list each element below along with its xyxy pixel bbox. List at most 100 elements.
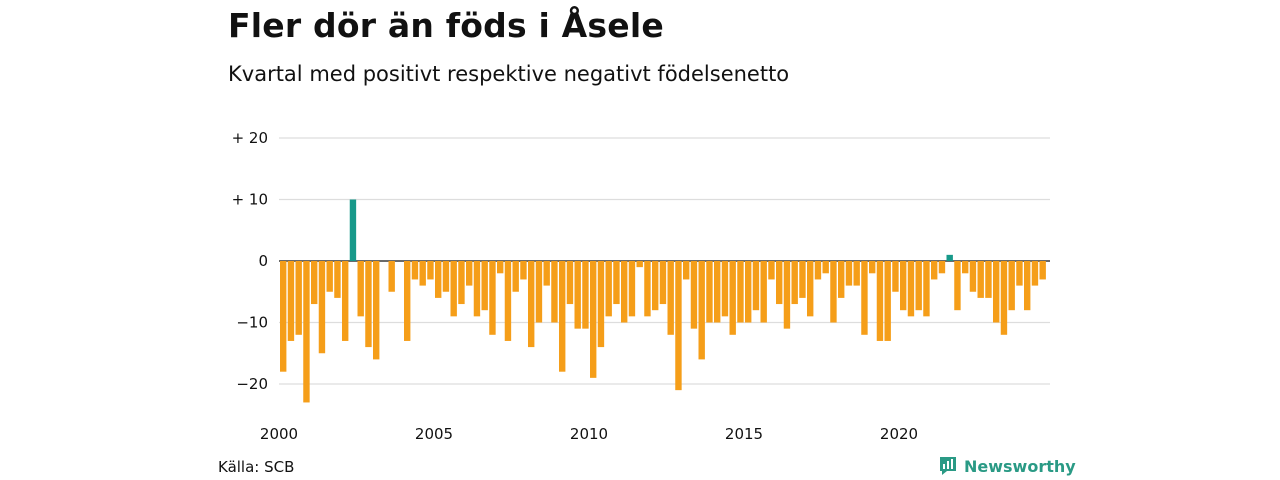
bar-negative <box>838 261 845 298</box>
bar-negative <box>404 261 411 341</box>
bar-negative <box>830 261 837 323</box>
bar-negative <box>597 261 605 348</box>
bar-negative <box>683 261 690 280</box>
bar-negative <box>690 261 698 329</box>
bar-negative <box>342 261 349 341</box>
bar-negative <box>287 261 295 341</box>
bar-negative <box>892 261 899 292</box>
bar-positive <box>946 254 953 261</box>
bar-negative <box>481 261 488 311</box>
bar-negative <box>962 261 969 274</box>
x-tick-label: 2015 <box>725 425 763 443</box>
bar-negative <box>822 261 829 274</box>
bar-negative <box>768 261 775 280</box>
y-tick-label: + 10 <box>232 191 268 209</box>
bars <box>280 199 1046 403</box>
x-tick-label: 2010 <box>570 425 608 443</box>
bar-negative <box>698 261 705 360</box>
brand-name: Newsworthy <box>964 456 1076 476</box>
y-tick-label: −10 <box>236 314 268 332</box>
bar-negative <box>543 261 550 286</box>
chart-title: Fler dör än föds i Åsele <box>228 6 664 45</box>
bar-negative <box>512 261 519 292</box>
bar-negative <box>1016 261 1023 286</box>
bar-negative <box>628 261 636 317</box>
bar-negative <box>504 261 512 341</box>
bar-negative <box>613 261 620 305</box>
bar-negative <box>861 261 868 335</box>
bar-negative <box>799 261 806 298</box>
bar-negative <box>1024 261 1031 311</box>
bar-negative <box>923 261 930 317</box>
source-note: Källa: SCB <box>218 458 295 476</box>
bar-negative <box>729 261 736 335</box>
bar-negative <box>714 261 721 323</box>
bar-negative <box>520 261 527 280</box>
bar-positive <box>349 199 357 261</box>
brand-logo: Newsworthy <box>938 455 1076 477</box>
bar-negative <box>280 261 287 372</box>
bar-negative <box>791 261 798 305</box>
y-tick-label: + 20 <box>232 129 268 147</box>
y-tick-label: 0 <box>258 252 268 270</box>
bar-negative <box>590 261 597 378</box>
bar-negative <box>876 261 884 341</box>
bar-negative <box>675 261 682 391</box>
bar-negative <box>295 261 302 335</box>
bar-negative <box>1039 261 1046 280</box>
bar-negative <box>450 261 457 317</box>
bar-negative <box>411 261 419 280</box>
bar-negative <box>985 261 992 298</box>
bar-negative <box>706 261 713 323</box>
bar-negative <box>814 261 822 280</box>
bar-negative <box>373 261 380 360</box>
bar-negative <box>807 261 814 317</box>
bar-negative <box>388 261 395 292</box>
bar-negative <box>1000 261 1008 335</box>
bar-negative <box>869 261 876 274</box>
bar-negative <box>582 261 589 329</box>
bar-negative <box>326 261 333 292</box>
bar-negative <box>652 261 659 311</box>
bar-negative <box>644 261 651 317</box>
bar-negative <box>969 261 977 292</box>
y-tick-label: −20 <box>236 375 268 393</box>
bar-negative <box>954 261 961 311</box>
bar-negative <box>1008 261 1015 311</box>
bar-negative <box>931 261 938 280</box>
bar-negative <box>605 261 612 317</box>
bar-negative <box>458 261 465 305</box>
bar-negative <box>915 261 922 311</box>
bar-negative <box>427 261 434 280</box>
bar-negative <box>621 261 628 323</box>
bar-negative <box>752 261 760 311</box>
bar-negative <box>435 261 442 298</box>
bar-negative <box>311 261 318 305</box>
x-axis-ticks: 2000 2005 2010 2015 2020 <box>260 425 918 443</box>
y-axis-ticks: + 20 + 10 0 −10 −20 <box>232 129 268 393</box>
bar-negative <box>845 261 853 286</box>
bar-negative <box>466 261 473 286</box>
x-tick-label: 2005 <box>415 425 453 443</box>
bar-negative <box>853 261 860 286</box>
bar-negative <box>559 261 566 372</box>
bar-negative <box>900 261 907 311</box>
bar-negative <box>365 261 372 348</box>
bar-negative <box>497 261 504 274</box>
bar-negative <box>993 261 1000 323</box>
bar-negative <box>659 261 667 305</box>
bar-negative <box>334 261 341 298</box>
newsworthy-logo-icon <box>940 457 956 475</box>
bar-negative <box>907 261 915 317</box>
bar-negative <box>1031 261 1039 286</box>
bar-negative <box>535 261 543 323</box>
bar-negative <box>760 261 767 323</box>
bar-negative <box>489 261 496 335</box>
chart-subtitle: Kvartal med positivt respektive negativt… <box>228 62 790 86</box>
bar-negative <box>442 261 450 292</box>
x-tick-label: 2000 <box>260 425 298 443</box>
bar-negative <box>977 261 984 298</box>
bar-negative <box>783 261 791 329</box>
bar-negative <box>528 261 535 348</box>
